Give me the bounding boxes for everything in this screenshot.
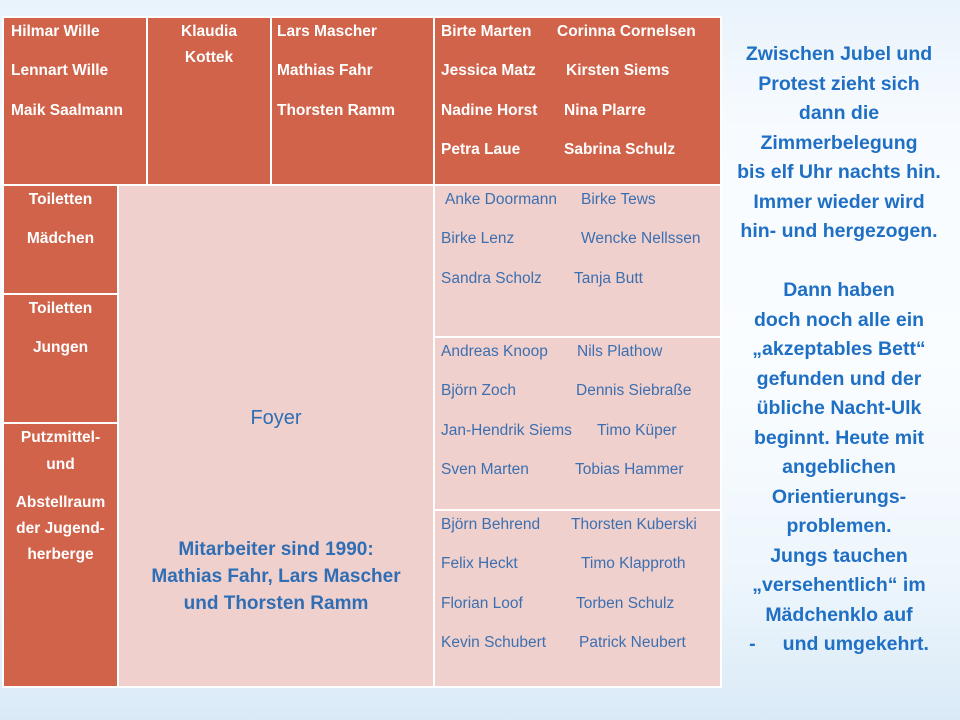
room-occupant: Maik Saalmann	[11, 102, 123, 119]
narrative-line: hin- und hergezogen.	[740, 220, 938, 242]
room-occupant: Björn Zoch	[441, 382, 516, 399]
storage-room-label: und	[46, 456, 75, 473]
toilets-girls: Toiletten Mädchen	[2, 184, 119, 295]
room-boys-2: Björn Behrend Thorsten Kuberski Felix He…	[433, 509, 722, 688]
room-occupant: Timo Klapproth	[581, 555, 686, 572]
narrative-spacer	[728, 247, 950, 277]
room-boys-1: Andreas Knoop Nils Plathow Björn Zoch De…	[433, 336, 722, 511]
room-occupant: Björn Behrend	[441, 516, 541, 533]
room-occupant: Mathias Fahr	[277, 62, 373, 79]
foyer-label: Foyer	[250, 407, 302, 429]
room-occupant: Thorsten Kuberski	[571, 516, 697, 533]
narrative-line: gefunden und der	[756, 367, 922, 390]
room-occupant: Nils Plathow	[577, 343, 663, 360]
staff-note-line: Mathias Fahr, Lars Mascher	[151, 566, 401, 587]
narrative-line: „versehentlich“ im	[752, 574, 926, 596]
room-occupant: Jan-Hendrik Siems	[441, 422, 572, 439]
room-occupant: Tanja Butt	[574, 270, 643, 287]
staff-note-line: Mitarbeiter sind 1990:	[178, 539, 374, 560]
room-occupant: Sandra Scholz	[441, 270, 542, 287]
room-occupant: Hilmar Wille	[11, 23, 100, 40]
room-girls-right: Anke Doormann Birke Tews Birke Lenz Wenc…	[433, 184, 722, 338]
toilets-boys: Toiletten Jungen	[2, 293, 119, 424]
room-wille-saalmann: Hilmar Wille Lennart Wille Maik Saalmann	[2, 16, 148, 186]
toilets-boys-label: Jungen	[32, 339, 89, 356]
narrative-line: bis elf Uhr nachts hin.	[737, 161, 941, 183]
narrative-line: Immer wieder wird	[753, 190, 925, 213]
room-occupant: Patrick Neubert	[579, 634, 686, 651]
toilets-boys-label: Toiletten	[28, 300, 93, 317]
room-occupant-first-name: Klaudia	[181, 23, 237, 40]
room-occupant: Thorsten Ramm	[277, 102, 395, 119]
room-occupant: Lennart Wille	[11, 62, 109, 79]
room-occupant: Sabrina Schulz	[564, 141, 676, 158]
room-mascher-fahr-ramm: Lars Mascher Mathias Fahr Thorsten Ramm	[270, 16, 435, 186]
narrative-line: Zimmerbelegung	[760, 131, 918, 154]
narrative-line: - und umgekehrt.	[749, 633, 929, 655]
narrative-line: Mädchenklo auf	[765, 603, 913, 626]
foyer: Foyer Mitarbeiter sind 1990: Mathias Fah…	[117, 184, 435, 688]
room-occupant: Lars Mascher	[277, 23, 377, 40]
room-occupant: Jessica Matz	[441, 62, 536, 79]
room-occupant: Birke Tews	[581, 191, 656, 208]
room-occupant: Corinna Cornelsen	[557, 23, 696, 40]
narrative-line: „akzeptables Bett“	[752, 338, 926, 360]
room-occupant: Torben Schulz	[576, 595, 675, 612]
narrative-line: doch noch alle ein	[753, 308, 925, 331]
storage-room-label: Putzmittel-	[20, 429, 101, 446]
narrative-line: beginnt. Heute mit	[753, 426, 925, 449]
narrative-line: angeblichen	[782, 456, 896, 478]
narrative-line: problemen.	[786, 515, 892, 537]
toilets-girls-label: Toiletten	[28, 191, 93, 208]
narrative-line: übliche Nacht-Ulk	[756, 397, 922, 419]
room-occupant: Kevin Schubert	[441, 634, 547, 651]
storage-room-label: Abstellraum	[15, 494, 106, 511]
narrative-line: Protest zieht sich	[758, 72, 920, 95]
room-occupant: Petra Laue	[441, 141, 521, 158]
room-occupant: Florian Loof	[441, 595, 523, 612]
side-narrative: Zwischen Jubel und Protest zieht sich da…	[728, 40, 950, 660]
room-occupant: Nina Plarre	[564, 102, 646, 119]
room-occupant: Tobias Hammer	[575, 461, 684, 478]
room-occupant-last-name: Kottek	[184, 49, 234, 66]
room-occupant: Birte Marten	[441, 23, 532, 40]
narrative-line: Dann haben	[783, 279, 895, 301]
narrative-line: Jungs tauchen	[770, 544, 908, 567]
room-occupant: Kirsten Siems	[566, 62, 670, 79]
staff-note: Mitarbeiter sind 1990: Mathias Fahr, Lar…	[119, 536, 433, 617]
room-occupant: Sven Marten	[441, 461, 529, 478]
room-kottek: Klaudia Kottek	[146, 16, 272, 186]
room-occupant: Felix Heckt	[441, 555, 518, 572]
narrative-line: dann die	[798, 102, 880, 124]
storage-room-label: der Jugend-	[16, 520, 105, 537]
room-occupant: Anke Doormann	[445, 191, 558, 208]
narrative-line: Orientierungs-	[771, 485, 907, 508]
room-occupant: Andreas Knoop	[441, 343, 548, 360]
room-occupant: Timo Küper	[597, 422, 677, 439]
room-occupant: Dennis Siebraße	[576, 382, 692, 399]
room-girls-top: Birte Marten Corinna Cornelsen Jessica M…	[433, 16, 722, 186]
room-occupant: Birke Lenz	[441, 230, 515, 247]
toilets-girls-label: Mädchen	[26, 230, 95, 247]
room-occupant: Wencke Nellssen	[581, 230, 701, 247]
staff-note-line: und Thorsten Ramm	[183, 593, 369, 614]
storage-room: Putzmittel- und Abstellraum der Jugend- …	[2, 422, 119, 688]
narrative-line: Zwischen Jubel und	[745, 43, 933, 65]
room-occupant: Nadine Horst	[441, 102, 538, 119]
storage-room-label: herberge	[27, 546, 94, 563]
